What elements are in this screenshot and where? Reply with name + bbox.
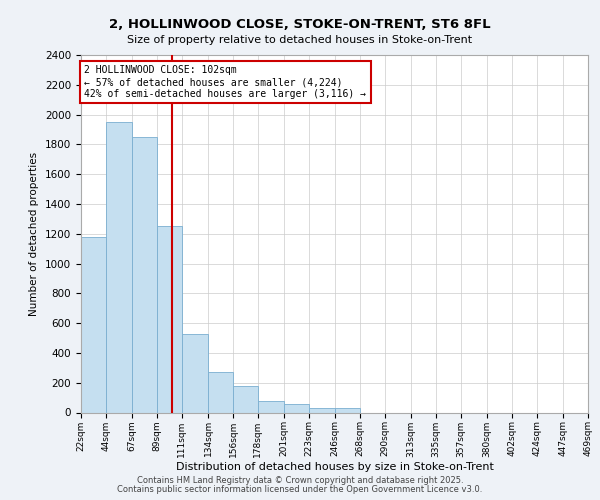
Y-axis label: Number of detached properties: Number of detached properties <box>29 152 40 316</box>
Text: Size of property relative to detached houses in Stoke-on-Trent: Size of property relative to detached ho… <box>127 35 473 45</box>
Text: Contains public sector information licensed under the Open Government Licence v3: Contains public sector information licen… <box>118 485 482 494</box>
Bar <box>106 122 132 412</box>
Bar <box>309 408 335 412</box>
Bar <box>284 404 309 412</box>
Bar <box>335 408 360 412</box>
Bar <box>81 238 106 412</box>
Bar <box>258 400 284 412</box>
Text: 2, HOLLINWOOD CLOSE, STOKE-ON-TRENT, ST6 8FL: 2, HOLLINWOOD CLOSE, STOKE-ON-TRENT, ST6… <box>109 18 491 30</box>
Text: 2 HOLLINWOOD CLOSE: 102sqm
← 57% of detached houses are smaller (4,224)
42% of s: 2 HOLLINWOOD CLOSE: 102sqm ← 57% of deta… <box>85 66 367 98</box>
Bar <box>182 334 208 412</box>
Bar <box>233 386 258 412</box>
Bar <box>208 372 233 412</box>
Bar <box>157 226 182 412</box>
Bar <box>132 137 157 412</box>
Text: Contains HM Land Registry data © Crown copyright and database right 2025.: Contains HM Land Registry data © Crown c… <box>137 476 463 485</box>
X-axis label: Distribution of detached houses by size in Stoke-on-Trent: Distribution of detached houses by size … <box>176 462 493 472</box>
